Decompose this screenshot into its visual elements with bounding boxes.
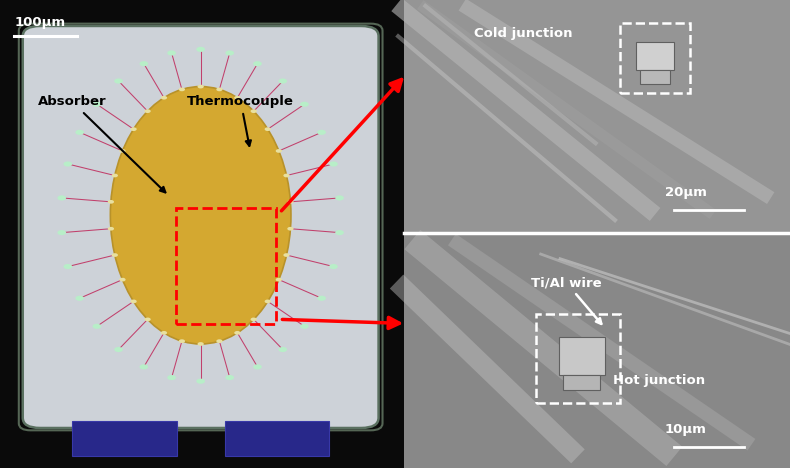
Bar — [224, 421, 329, 456]
Circle shape — [167, 51, 176, 56]
Circle shape — [329, 264, 338, 269]
Bar — [559, 337, 605, 375]
Circle shape — [276, 149, 282, 153]
Circle shape — [300, 102, 309, 107]
Circle shape — [161, 331, 167, 335]
Circle shape — [335, 195, 344, 200]
Circle shape — [278, 79, 287, 84]
Text: Ti/Al wire: Ti/Al wire — [531, 276, 602, 324]
Circle shape — [225, 51, 234, 56]
Bar — [72, 421, 177, 456]
Circle shape — [119, 278, 126, 282]
Circle shape — [335, 230, 344, 235]
Circle shape — [265, 127, 271, 131]
Ellipse shape — [111, 87, 291, 344]
Circle shape — [140, 364, 149, 369]
Circle shape — [130, 127, 137, 131]
Bar — [620, 23, 690, 93]
Circle shape — [196, 379, 205, 384]
Text: 20μm: 20μm — [664, 186, 706, 199]
Circle shape — [288, 227, 294, 231]
Circle shape — [216, 339, 223, 343]
Bar — [536, 314, 620, 403]
Circle shape — [63, 264, 72, 269]
Circle shape — [250, 317, 257, 321]
Bar — [640, 70, 671, 84]
Circle shape — [318, 130, 326, 135]
Circle shape — [145, 317, 151, 321]
Circle shape — [276, 278, 282, 281]
Circle shape — [284, 174, 290, 177]
Circle shape — [58, 195, 66, 200]
Bar — [404, 0, 790, 233]
Bar — [563, 375, 600, 390]
Text: Absorber: Absorber — [38, 95, 165, 192]
Circle shape — [75, 296, 84, 301]
Circle shape — [318, 296, 326, 301]
Circle shape — [225, 375, 234, 380]
Circle shape — [198, 85, 204, 88]
Circle shape — [234, 331, 240, 335]
Circle shape — [284, 253, 290, 257]
Text: 10μm: 10μm — [664, 423, 706, 436]
Circle shape — [115, 79, 123, 84]
FancyBboxPatch shape — [23, 26, 378, 428]
Circle shape — [107, 227, 114, 231]
Text: Hot junction: Hot junction — [613, 374, 705, 387]
Circle shape — [288, 200, 294, 204]
Circle shape — [179, 88, 185, 91]
Circle shape — [278, 347, 287, 352]
Bar — [636, 42, 675, 70]
Circle shape — [111, 253, 118, 257]
Circle shape — [265, 300, 271, 303]
Circle shape — [179, 339, 185, 343]
Circle shape — [161, 96, 167, 100]
Circle shape — [234, 96, 240, 100]
Circle shape — [140, 61, 149, 66]
Text: Cold junction: Cold junction — [474, 27, 573, 40]
Bar — [0, 0, 401, 468]
Bar — [176, 208, 276, 324]
Circle shape — [167, 375, 176, 380]
Circle shape — [329, 161, 338, 167]
Circle shape — [216, 88, 223, 91]
Circle shape — [253, 61, 261, 66]
Circle shape — [58, 230, 66, 235]
Circle shape — [115, 347, 123, 352]
Circle shape — [92, 102, 101, 107]
Text: Thermocouple: Thermocouple — [187, 95, 294, 146]
Text: 100μm: 100μm — [14, 16, 66, 29]
Circle shape — [253, 364, 261, 369]
Bar — [404, 235, 790, 468]
Circle shape — [107, 200, 114, 204]
Circle shape — [130, 300, 137, 303]
Circle shape — [75, 130, 84, 135]
Circle shape — [119, 149, 126, 153]
Circle shape — [63, 161, 72, 167]
Circle shape — [197, 47, 205, 52]
Circle shape — [111, 174, 118, 177]
Circle shape — [92, 324, 101, 329]
Circle shape — [300, 324, 309, 329]
Circle shape — [250, 110, 257, 113]
Circle shape — [145, 110, 151, 113]
Circle shape — [198, 342, 204, 346]
